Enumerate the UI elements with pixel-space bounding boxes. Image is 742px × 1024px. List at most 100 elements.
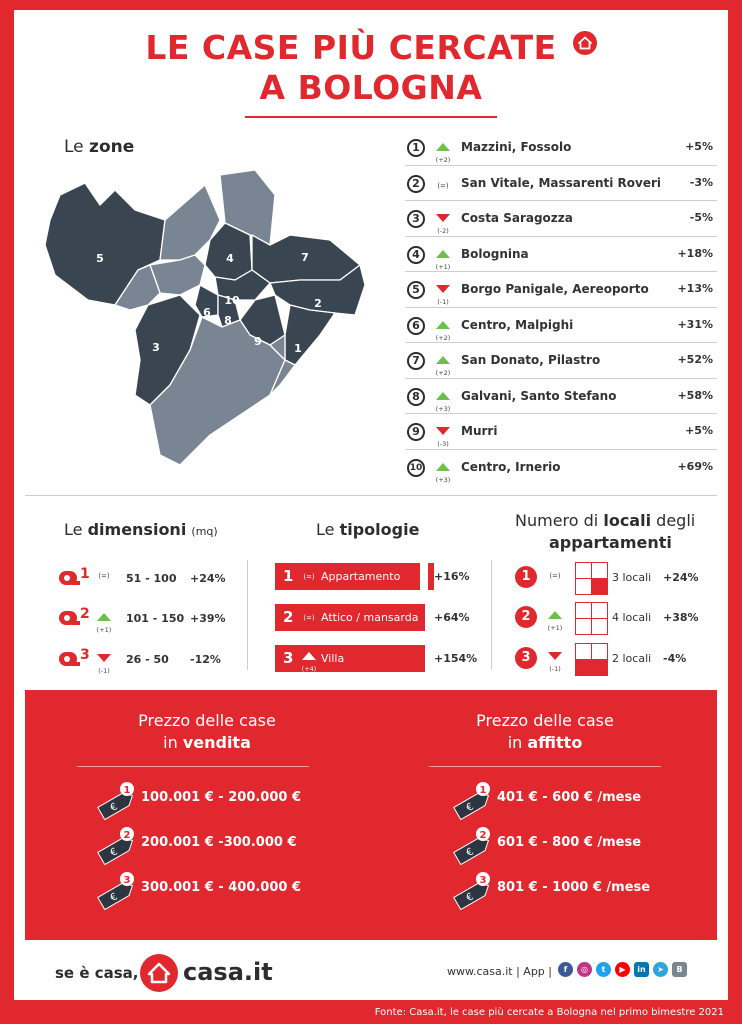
typology-value: +16%	[434, 570, 470, 583]
map-label-6: 6	[203, 306, 211, 319]
zones-ranking: 1 (+2) Mazzini, Fossolo +5% 2 (=) San Vi…	[405, 130, 717, 485]
rooms-heading: Numero di locali degli appartamenti	[515, 511, 696, 552]
list-item: 4 (+1) Bolognina +18%	[405, 237, 717, 272]
prices-panel: Prezzo delle case in vendita Prezzo dell…	[25, 690, 717, 940]
casa-logo-icon	[140, 954, 178, 992]
bologna-zone-map: 5 4 7 2 10 6 8 9 1 3	[44, 169, 366, 466]
typology-item-3: 3 (+4) Villa	[275, 645, 425, 673]
telegram-icon[interactable]: ➤	[653, 962, 668, 977]
trend-up-icon: (+1)	[92, 606, 116, 634]
trend-equal-icon: (=)	[303, 614, 315, 622]
map-zone-2	[269, 264, 366, 316]
section-divider	[25, 495, 717, 496]
room-grid-icon	[575, 643, 608, 676]
list-item: 2 (+1) 4 locali +38%	[515, 602, 715, 635]
trend-up-icon: (+3)	[431, 385, 455, 413]
sale-divider	[77, 766, 309, 767]
instagram-icon[interactable]: ◎	[577, 962, 592, 977]
trend-down-icon: (-1)	[431, 278, 455, 306]
svg-text:2: 2	[124, 830, 131, 841]
svg-text:2: 2	[480, 830, 487, 841]
list-item: €3 300.001 € - 400.000 €	[93, 872, 333, 917]
rent-price-heading: Prezzo delle case in affitto	[476, 711, 614, 752]
source-note: Fonte: Casa.it, le case più cercate a Bo…	[0, 1000, 742, 1024]
title-text: LE CASE PIÙ CERCATE	[145, 28, 557, 67]
svg-text:€: €	[465, 801, 476, 814]
map-label-7: 7	[301, 251, 309, 264]
room-grid-icon	[575, 562, 608, 595]
svg-text:3: 3	[124, 875, 131, 886]
trend-down-icon: (-2)	[431, 207, 455, 235]
linkedin-icon[interactable]: in	[634, 962, 649, 977]
trend-down-icon: (-1)	[92, 647, 116, 675]
svg-text:1: 1	[124, 785, 131, 796]
map-zone-sw-light	[114, 264, 161, 311]
price-tag-icon: €3	[453, 872, 490, 911]
svg-text:€: €	[109, 801, 120, 814]
map-label-1: 1	[294, 342, 302, 355]
dimensions-heading: Le dimensioni (mq)	[64, 520, 218, 539]
svg-text:1: 1	[480, 785, 487, 796]
trend-equal-icon: (=)	[549, 572, 561, 580]
list-item: 5 (-1) Borgo Panigale, Aereoporto +13%	[405, 272, 717, 308]
price-tag-icon: €2	[453, 827, 490, 866]
site-link[interactable]: www.casa.it | App |	[447, 965, 552, 978]
trend-up-icon: (+3)	[431, 456, 455, 484]
list-item: 8 (+3) Galvani, Santo Stefano +58%	[405, 379, 717, 414]
trend-up-icon: (+4)	[297, 645, 321, 673]
map-zone-se-light	[269, 334, 296, 396]
price-tag-icon: €1	[97, 782, 134, 821]
typology-item-1: 1 (=) Appartamento	[275, 563, 425, 590]
column-divider	[247, 560, 248, 670]
list-item: 6 (+2) Centro, Malpighi +31%	[405, 308, 717, 343]
typology-value: +64%	[434, 611, 470, 624]
list-item: €2 601 € - 800 € /mese	[449, 827, 689, 872]
svg-text:€: €	[465, 846, 476, 859]
map-zone-6	[194, 284, 219, 318]
list-item: €3 801 € - 1000 € /mese	[449, 872, 689, 917]
page-title-line1: LE CASE PIÙ CERCATE	[0, 28, 742, 67]
facebook-icon[interactable]: f	[558, 962, 573, 977]
svg-text:3: 3	[480, 875, 487, 886]
trend-equal-icon: (=)	[98, 572, 110, 580]
list-item: 10 (+3) Centro, Irnerio +69%	[405, 450, 717, 486]
list-item: 3 (-2) Costa Saragozza -5%	[405, 201, 717, 237]
price-tag-icon: €3	[97, 872, 134, 911]
map-label-5: 5	[96, 252, 104, 265]
typology-value: +154%	[434, 652, 478, 665]
column-divider	[491, 560, 492, 670]
map-zone-1	[284, 304, 336, 366]
list-item: €1 100.001 € - 200.000 €	[93, 782, 333, 827]
map-label-3: 3	[152, 341, 160, 354]
slogan: se è casa, è	[55, 964, 154, 982]
trend-up-icon: (+1)	[431, 243, 455, 271]
trend-equal-icon: (=)	[437, 181, 449, 190]
house-icon	[572, 31, 597, 55]
map-label-2: 2	[314, 297, 322, 310]
list-item: 1 (+2) Mazzini, Fossolo +5%	[405, 130, 717, 166]
twitter-icon[interactable]: t	[596, 962, 611, 977]
youtube-icon[interactable]: ▶	[615, 962, 630, 977]
list-item: 2 (+1) 101 - 150 +39%	[58, 606, 238, 634]
svg-text:€: €	[109, 891, 120, 904]
typologies-heading: Le tipologie	[316, 520, 420, 539]
list-item: 2 (=) San Vitale, Massarenti Roveri -3%	[405, 166, 717, 201]
trend-up-icon: (+2)	[431, 136, 455, 164]
left-border	[0, 0, 14, 1024]
list-item: 3 (-1) 2 locali -4%	[515, 643, 715, 676]
trend-up-icon: (+1)	[543, 604, 567, 632]
list-item: 3 (-1) 26 - 50 -12%	[58, 647, 238, 675]
blog-icon[interactable]: B	[672, 962, 687, 977]
trend-equal-icon: (=)	[303, 573, 315, 581]
right-border	[728, 0, 742, 1024]
social-links: f ◎ t ▶ in ➤ B	[558, 962, 687, 977]
list-item: 1 (=) 3 locali +24%	[515, 562, 715, 595]
tape-measure-icon	[59, 611, 80, 625]
trend-down-icon: (-3)	[431, 420, 455, 448]
map-zone-4-light	[159, 184, 221, 261]
list-item: 1 (=) 51 - 100 +24%	[58, 566, 238, 590]
trend-down-icon: (-1)	[543, 645, 567, 673]
list-item: €1 401 € - 600 € /mese	[449, 782, 689, 827]
map-label-8: 8	[224, 314, 232, 327]
tape-measure-icon	[59, 652, 80, 666]
